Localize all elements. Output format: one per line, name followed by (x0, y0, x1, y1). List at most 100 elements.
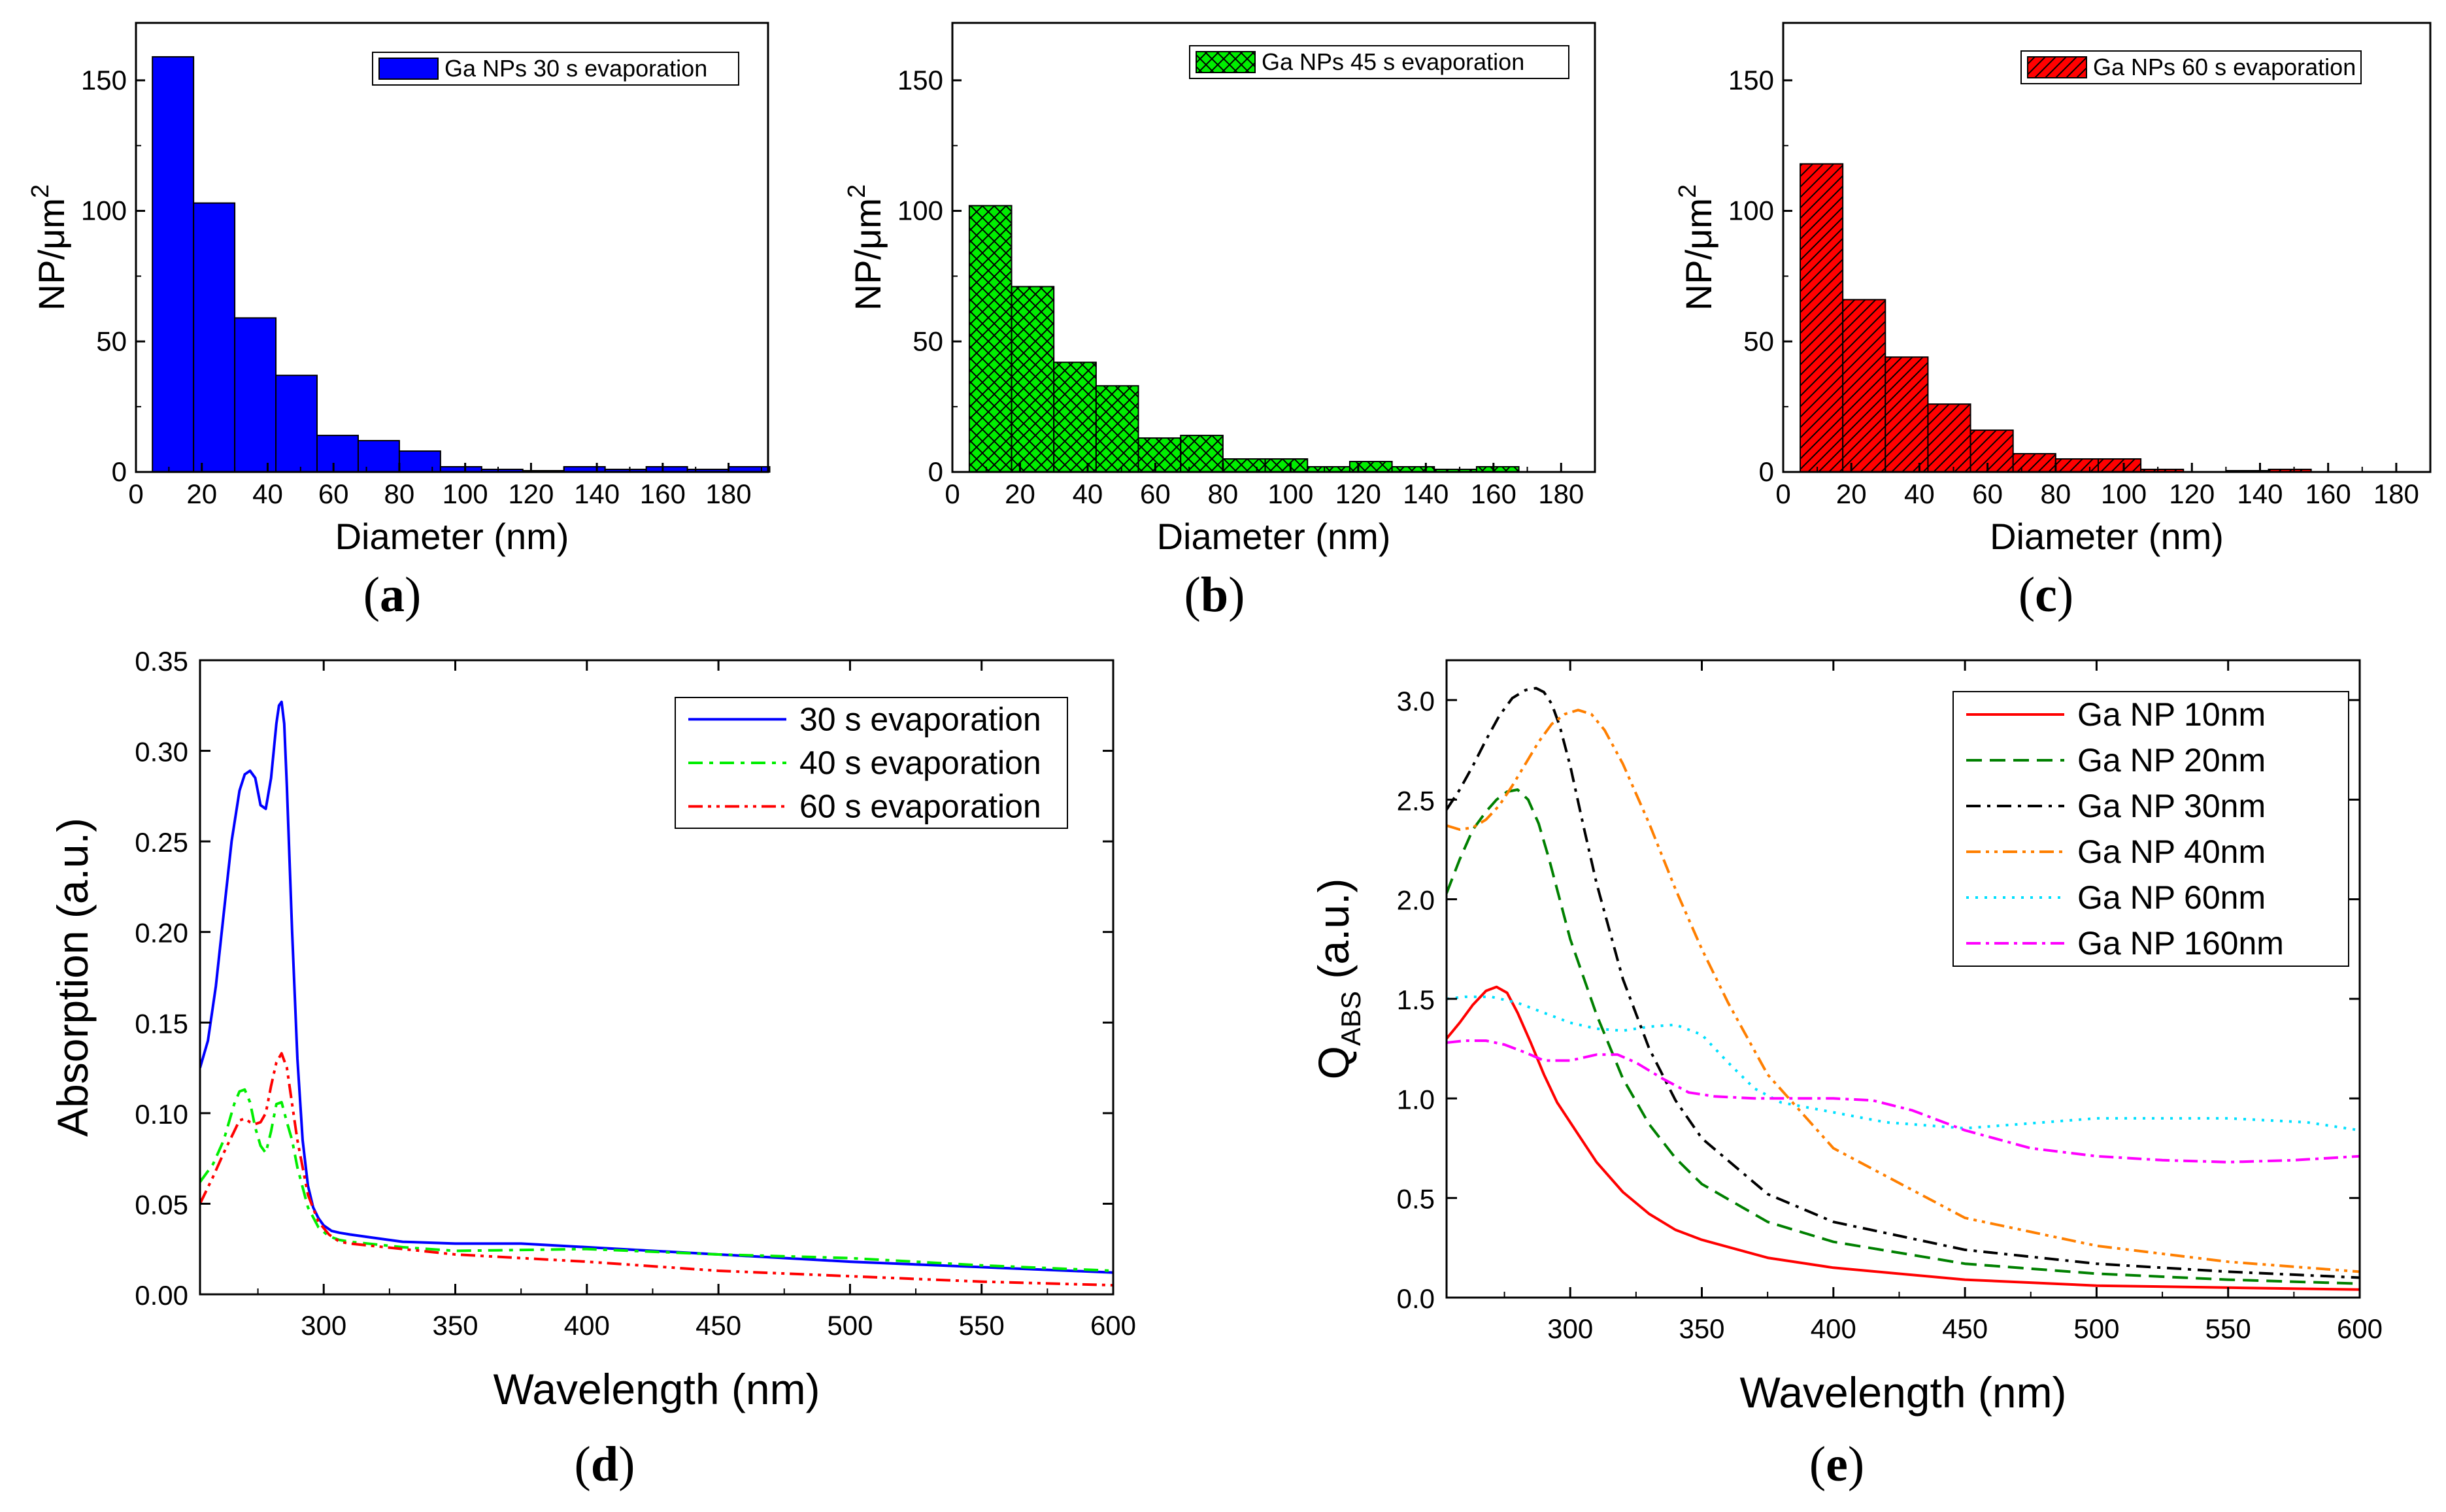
legend-label: Ga NPs 30 s evaporation (444, 55, 707, 82)
legend-box (1952, 691, 2349, 967)
y-tick-label: 0 (928, 456, 943, 487)
x-tick-label: 40 (252, 479, 283, 509)
x-tick-label: 140 (1403, 479, 1449, 509)
histogram-bar (1137, 437, 1182, 473)
series-line (1447, 686, 2360, 1279)
y-tick-label: 50 (96, 326, 127, 356)
x-tick-label: 160 (2305, 479, 2351, 509)
legend-label: Ga NP 30nm (2077, 788, 2266, 824)
panel-label: (a) (363, 567, 422, 622)
x-tick-label: 400 (564, 1310, 610, 1341)
x-tick-label: 60 (1972, 479, 2003, 509)
histogram-bar (1053, 361, 1097, 473)
series-line (200, 1088, 1113, 1272)
histogram-bar (316, 435, 359, 473)
x-tick-label: 20 (186, 479, 217, 509)
plot-frame (1782, 22, 2432, 473)
legend-swatch (2027, 56, 2087, 78)
x-tick-label: 600 (2337, 1313, 2383, 1344)
y-tick-label: 3.0 (1397, 686, 1435, 716)
x-tick-label: 80 (2040, 479, 2071, 509)
x-tick-label: 60 (318, 479, 349, 509)
legend-label: Ga NP 160nm (2077, 925, 2284, 962)
x-tick-label: 180 (1538, 479, 1584, 509)
y-tick-label: 150 (897, 65, 943, 95)
x-tick-label: 550 (959, 1310, 1005, 1341)
histogram-bar (234, 317, 277, 473)
x-tick-label: 80 (384, 479, 415, 509)
series-line (1447, 1039, 2360, 1164)
x-tick-label: 300 (1547, 1313, 1593, 1344)
y-tick-label: 2.0 (1397, 885, 1435, 916)
histogram-bar (1885, 356, 1929, 473)
y-tick-label: 0.25 (135, 827, 188, 858)
x-tick-label: 80 (1208, 479, 1239, 509)
x-tick-label: 350 (432, 1310, 478, 1341)
y-tick-label: 0.20 (135, 918, 188, 949)
histogram-bar (357, 440, 400, 473)
histogram-bar (1842, 299, 1886, 473)
y-axis-title: QABS (a.u.) (1309, 879, 1366, 1080)
histogram-bar (193, 202, 236, 473)
panel-label: (c) (2019, 567, 2073, 622)
x-tick-label: 0 (945, 479, 960, 509)
series-line (200, 700, 1113, 1274)
histogram-bar (1222, 458, 1266, 473)
x-tick-label: 160 (1471, 479, 1516, 509)
panel-label: (b) (1184, 567, 1245, 622)
histogram-bar (2012, 453, 2056, 473)
x-tick-label: 120 (1335, 479, 1381, 509)
x-tick-label: 400 (1811, 1313, 1856, 1344)
x-tick-label: 550 (2205, 1313, 2251, 1344)
histogram-bar (152, 56, 195, 473)
histogram-panel-c: 0 20 40 60 80 100 120 140 160 180 0 50 100 150 Diamete… (1674, 22, 2432, 622)
y-tick-label: 100 (1728, 195, 1774, 226)
histogram-bar (275, 375, 318, 473)
y-tick-label: 1.0 (1397, 1084, 1435, 1115)
histogram-bar (1800, 163, 1844, 473)
x-tick-label: 160 (640, 479, 686, 509)
x-axis-title: Diameter (nm) (335, 516, 569, 557)
series-line (1447, 985, 2360, 1291)
x-tick-label: 60 (1140, 479, 1171, 509)
x-tick-label: 100 (1267, 479, 1313, 509)
x-tick-label: 0 (128, 479, 143, 509)
x-tick-label: 20 (1005, 479, 1035, 509)
plot-frame (951, 22, 1596, 473)
series-line (1447, 788, 2360, 1285)
x-tick-label: 140 (2237, 479, 2283, 509)
legend-label: 30 s evaporation (799, 701, 1041, 737)
y-tick-label: 2.5 (1397, 785, 1435, 816)
x-tick-label: 40 (1904, 479, 1935, 509)
x-tick-label: 0 (1775, 479, 1790, 509)
x-tick-label: 120 (508, 479, 554, 509)
y-tick-label: 100 (897, 195, 943, 226)
series-line (1447, 709, 2360, 1273)
y-tick-label: 150 (81, 65, 127, 95)
legend-label: 60 s evaporation (799, 788, 1041, 825)
series-line (1447, 995, 2360, 1132)
x-axis-title: Diameter (nm) (1990, 516, 2224, 557)
histogram-bar (1349, 461, 1393, 473)
histogram-bar (1180, 435, 1224, 473)
y-tick-label: 150 (1728, 65, 1774, 95)
x-tick-label: 100 (443, 479, 488, 509)
x-tick-label: 500 (827, 1310, 873, 1341)
legend-label: Ga NP 20nm (2077, 742, 2266, 779)
y-tick-label: 0.05 (135, 1189, 188, 1220)
panel-label: (d) (575, 1437, 635, 1492)
y-tick-label: 50 (913, 326, 943, 356)
histogram-bar (1011, 286, 1055, 473)
histogram-bar (398, 450, 441, 473)
histogram-panel-a: 0 20 40 60 80 100 120 140 160 180 0 50 100 150 Diamete… (27, 22, 771, 622)
series-line (200, 1052, 1113, 1287)
legend-label: Ga NPs 60 s evaporation (2093, 54, 2356, 80)
x-tick-label: 20 (1836, 479, 1867, 509)
legend-swatch (378, 58, 439, 80)
line-panel-e: 300 350 400 450 500 550 600 0.0 0.5 1.0 1.5 2.0 2.5 3… (1309, 659, 2383, 1492)
y-tick-label: 0.30 (135, 737, 188, 767)
y-axis-title: NP/μm2 (843, 184, 888, 311)
histogram-bar (2097, 458, 2142, 473)
panel-label: (e) (1809, 1437, 1864, 1492)
